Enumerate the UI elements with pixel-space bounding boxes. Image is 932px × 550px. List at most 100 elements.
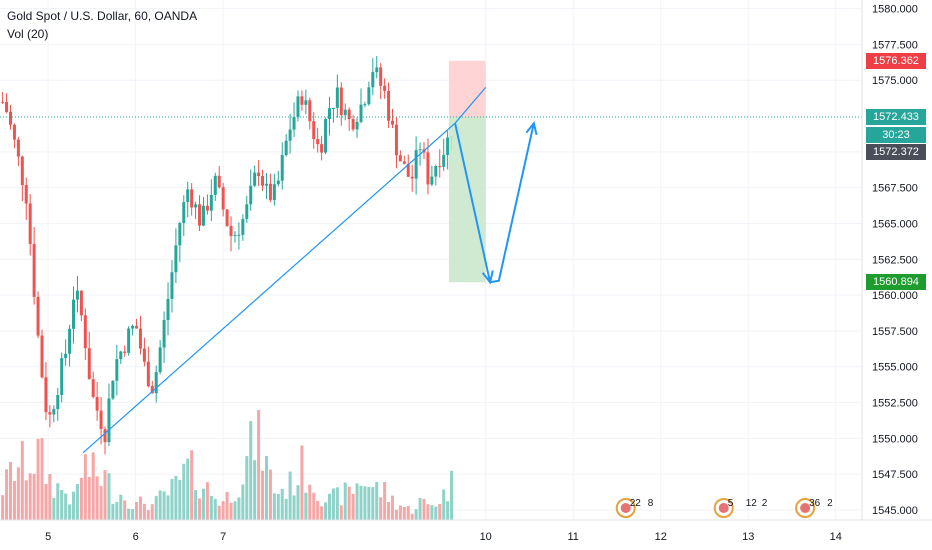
candle-body [221,187,225,210]
candle-body [245,204,249,220]
volume-bar [36,438,40,520]
volume-bar [241,484,245,520]
volume-bar [79,477,83,520]
candle-body [288,129,292,141]
candle-body [434,166,438,177]
candle-body [264,183,268,186]
price-tag: 1576.362 [866,52,926,69]
y-tick-label: 1565.000 [872,218,918,230]
candle-body [308,100,312,122]
position-tool[interactable] [448,60,486,283]
volume-bar [166,495,170,520]
candle-body [174,245,178,273]
volume-bar [20,441,24,520]
candle-body [359,104,363,122]
candle-body [44,377,48,413]
arrow-head-down [481,270,494,285]
volume-bar [257,410,261,520]
volume-bar [99,486,103,520]
candle-body [272,184,276,200]
candle-body [40,335,44,378]
projection-arrow [454,122,535,284]
volume-bar [48,474,52,520]
plot-area [0,0,862,520]
x-tick-label: 14 [830,531,842,543]
candle-body [60,358,64,395]
candle-body [335,87,339,108]
candle-body [91,379,95,397]
candle-body [383,85,387,91]
chart-title: Gold Spot / U.S. Dollar, 60, OANDA [7,9,198,23]
volume-bar [229,502,233,520]
volume-bar [320,506,324,520]
candle-body [225,209,229,226]
event-count: 22 [630,498,642,509]
volume-bar [430,505,434,520]
volume-bar [60,489,64,520]
candle-body [64,353,68,359]
y-tick-label: 1552.500 [872,398,918,410]
price-tag: 30:23 [866,126,926,143]
candle-body [304,100,308,105]
flag-icon [718,503,729,513]
volume-bar [300,445,304,520]
candle-body [115,359,119,381]
volume-bar [72,491,76,520]
candle-body [32,243,36,297]
volume-bar [387,501,391,520]
candle-body [1,101,5,103]
volume-indicator-label[interactable]: Vol (20) [7,27,49,41]
volume-bar [170,479,174,520]
volume-bar [233,501,237,520]
candle-body [414,150,418,179]
candle-body [402,161,406,164]
candle-body [36,296,40,336]
flag-icon [800,503,811,513]
volume-bar [288,471,292,520]
event-markers[interactable]: 22 8 5 12 2 36 2 [615,498,833,518]
volume-bar [217,505,221,520]
volume-bar [150,504,154,520]
candle-body [123,351,127,353]
volume-bar [221,501,225,520]
x-tick-label: 7 [220,531,226,543]
volume-bar [347,486,351,520]
volume-bar [158,490,162,520]
volume-bar [446,501,450,520]
volume-bar [450,470,454,520]
candle-body [394,124,398,156]
price-tag: 1572.433 [866,108,926,125]
candle-body [205,205,209,211]
volume-bar [24,480,28,520]
take-profit-zone [448,116,486,283]
volume-bar [394,509,398,520]
drawings[interactable] [0,86,862,454]
volume-bar [249,421,253,520]
volume-bar [16,467,20,520]
candle-body [131,325,135,329]
y-tick-label: 1575.000 [872,75,918,87]
y-tick-label: 1550.000 [872,433,918,445]
candle-body [390,120,394,125]
arrow-head-up [525,120,538,136]
volume-bar [146,510,150,520]
y-tick-label: 1547.500 [872,469,918,481]
price-axis[interactable]: 1545.000 1547.500 1550.000 1552.500 1555.000… [872,4,918,517]
volume-bar [296,485,300,520]
candle-body [72,299,76,329]
candle-body [209,194,213,211]
candle-body [56,394,60,410]
x-tick-label: 10 [480,531,492,543]
x-tick-label: 13 [742,531,754,543]
candle-body [201,205,205,226]
volume-bar [308,484,312,520]
candle-body [296,96,300,118]
time-axis[interactable]: 5 6 7 10 11 12 13 14 [45,531,842,543]
candle-body [276,180,280,185]
volume-bar [245,456,249,520]
x-tick-label: 12 [655,531,667,543]
candle-body [438,166,442,168]
candle-body [261,175,265,186]
candle-body [213,175,217,195]
